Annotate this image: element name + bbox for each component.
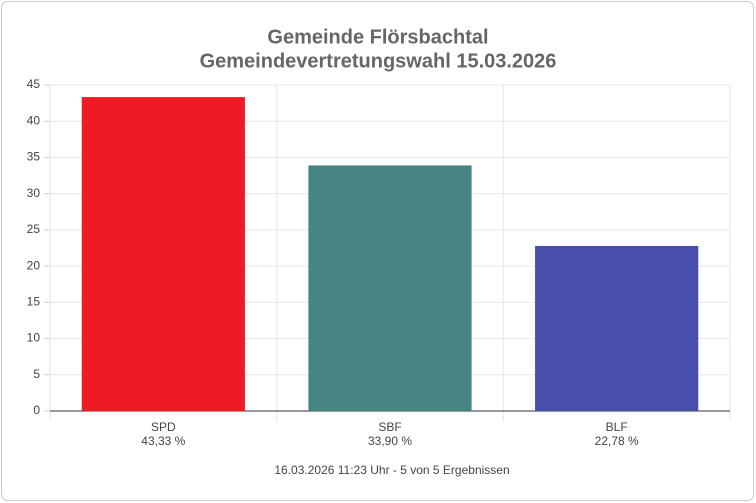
x-tick-label: SBF <box>378 420 401 434</box>
y-tick-label: 20 <box>27 258 41 272</box>
y-tick-label: 25 <box>27 222 41 236</box>
y-tick-label: 35 <box>27 150 41 164</box>
y-tick-label: 30 <box>27 186 41 200</box>
bar <box>535 245 699 411</box>
y-tick-label: 45 <box>27 77 41 91</box>
chart-title: Gemeinde Flörsbachtal <box>267 26 488 48</box>
y-tick-label: 40 <box>27 113 41 127</box>
value-label: 33,90 % <box>368 434 412 448</box>
bar <box>308 165 472 411</box>
x-tick-label: BLF <box>606 420 628 434</box>
y-tick-label: 10 <box>27 331 41 345</box>
chart-subtitle: Gemeindevertretungswahl 15.03.2026 <box>200 50 557 72</box>
value-label: 43,33 % <box>141 434 185 448</box>
value-label: 22,78 % <box>595 434 639 448</box>
x-tick-label: SPD <box>151 420 176 434</box>
y-tick-label: 15 <box>27 295 41 309</box>
y-tick-label: 0 <box>33 403 40 417</box>
y-tick-label: 5 <box>33 367 40 381</box>
footer: 16.03.2026 11:23 Uhr - 5 von 5 Ergebniss… <box>274 463 509 477</box>
bar <box>81 97 245 412</box>
